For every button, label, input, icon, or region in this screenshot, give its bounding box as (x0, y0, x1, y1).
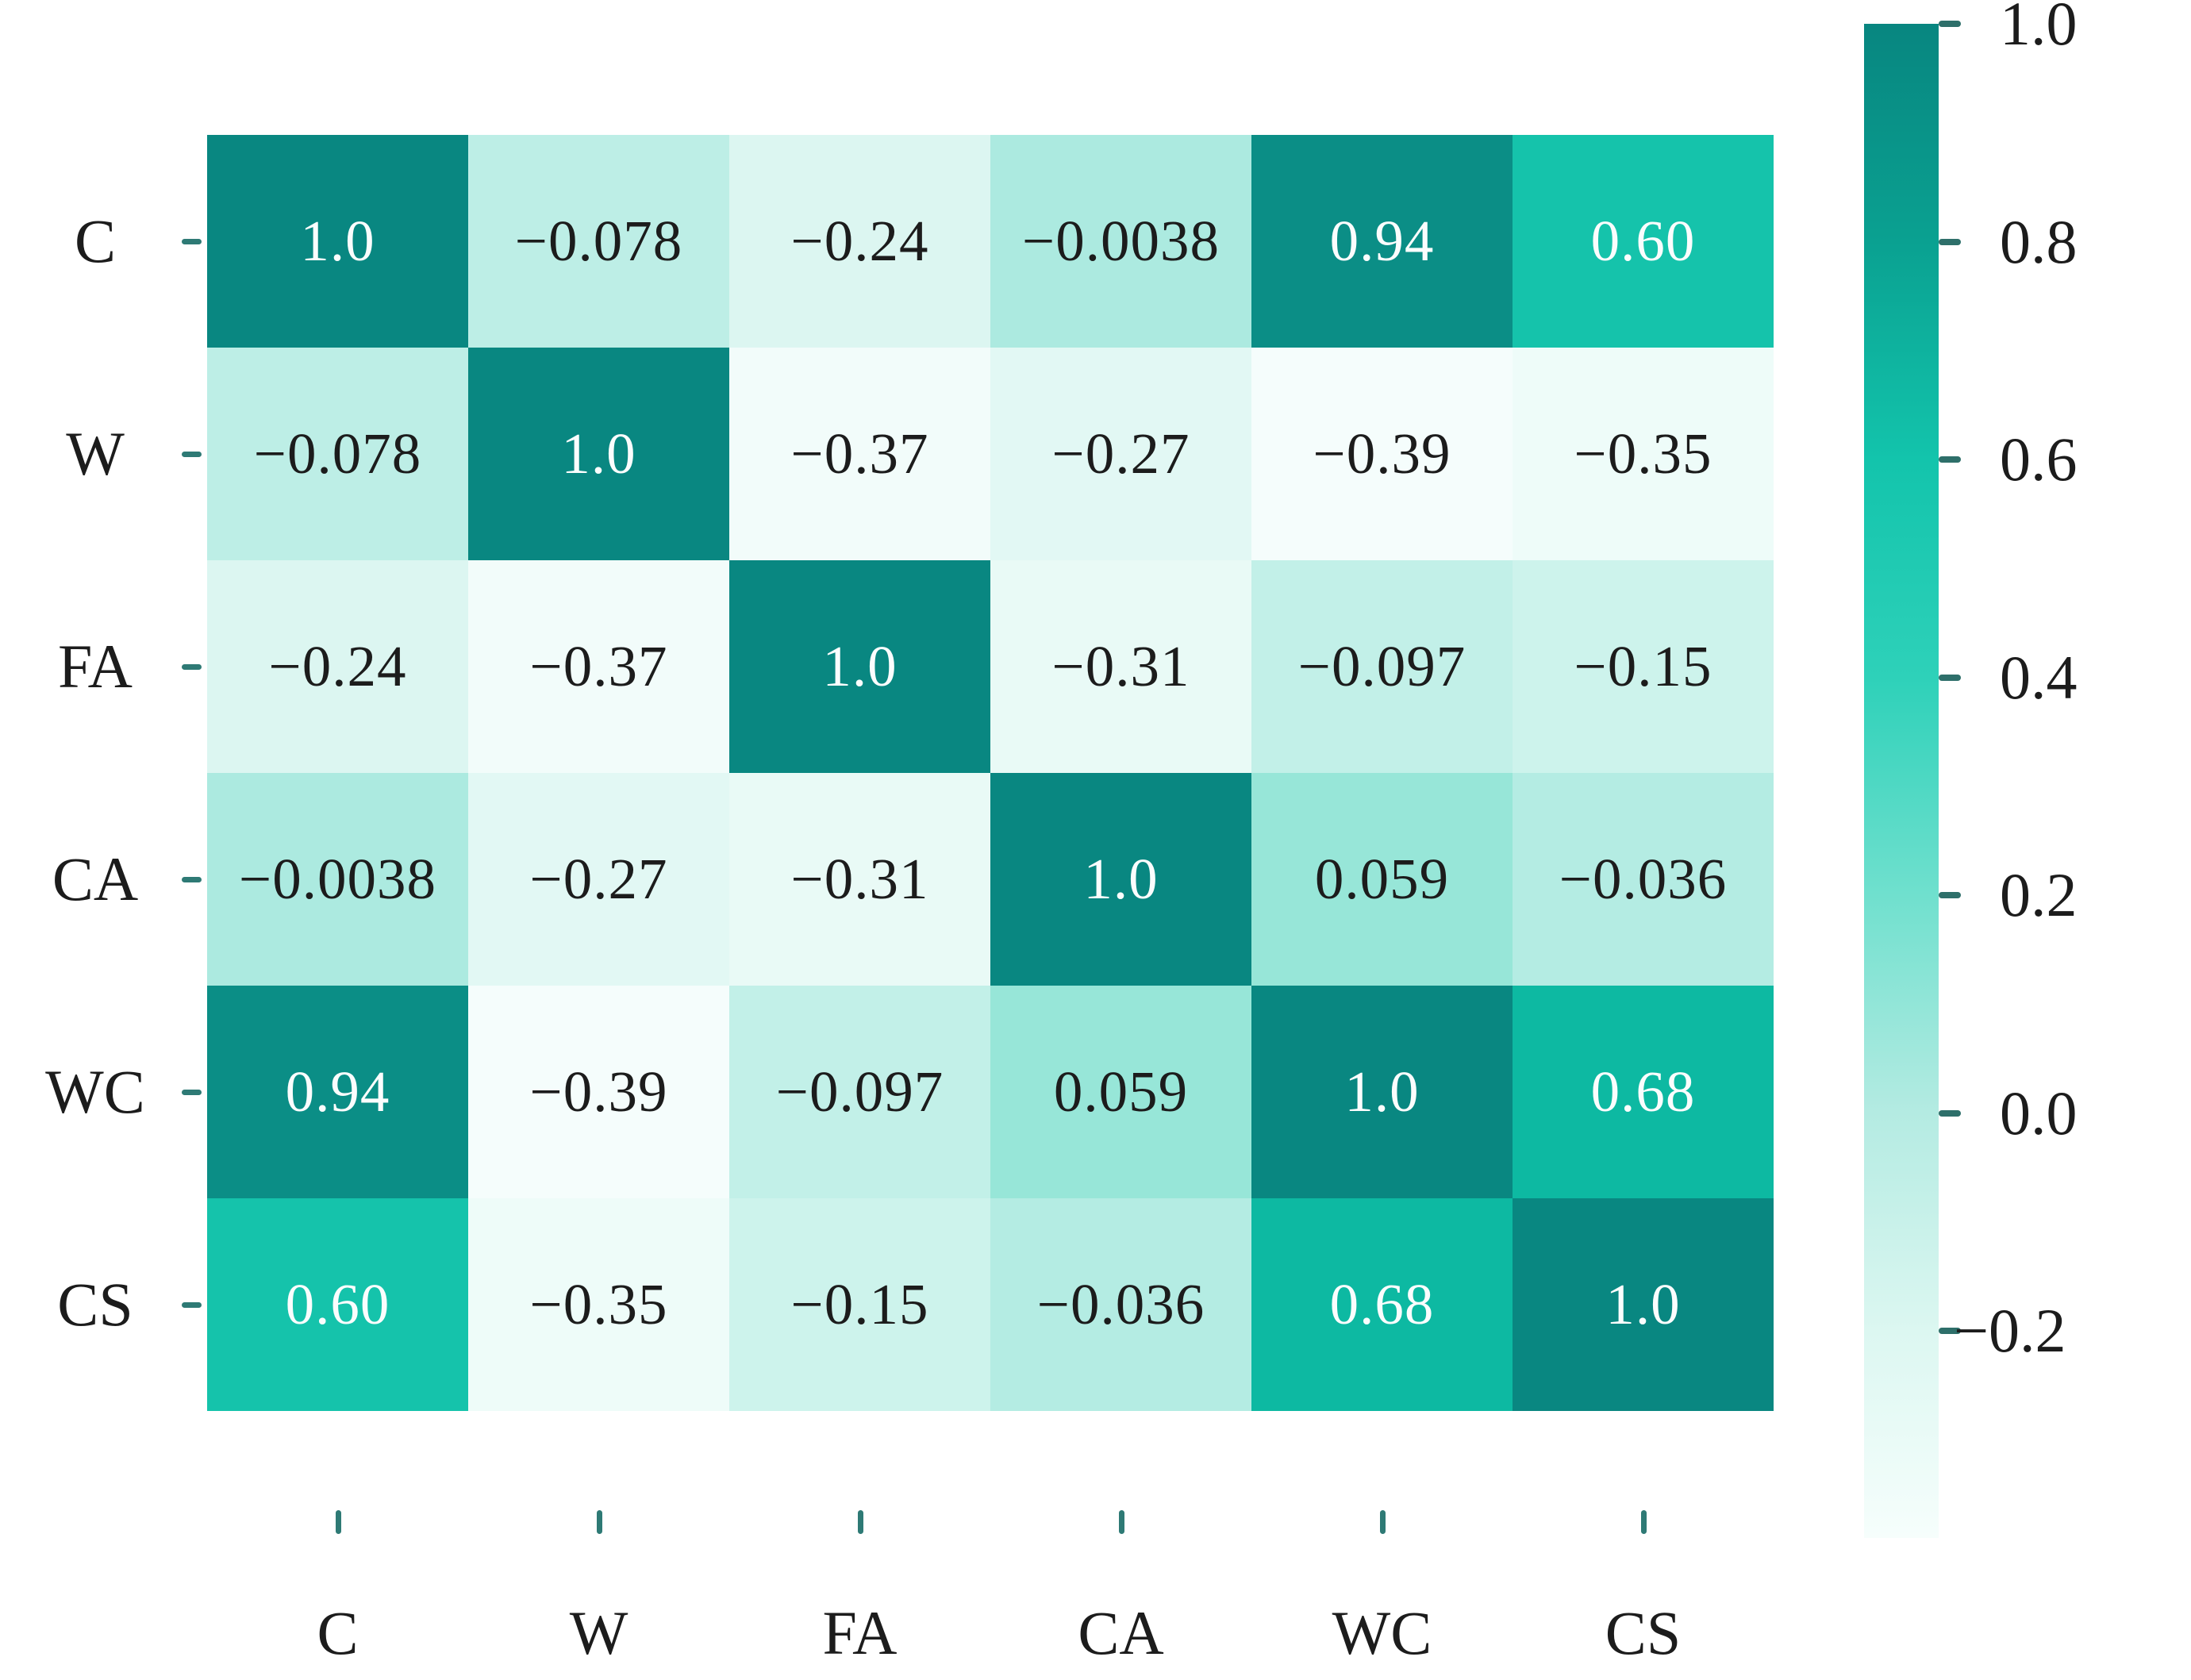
heatmap-cell-C-CA: −0.0038 (990, 135, 1251, 348)
heatmap-cell-C-W: −0.078 (468, 135, 729, 348)
colorbar-label-0.2: 0.2 (2000, 860, 2078, 930)
colorbar-tick-0.2 (1939, 892, 1961, 899)
x-axis-label-CS: CS (1605, 1597, 1682, 1667)
heatmap-cell-WC-WC: 1.0 (1251, 986, 1513, 1198)
y-tick-CA (182, 877, 202, 882)
x-axis-label-W: W (569, 1597, 628, 1667)
y-tick-W (182, 452, 202, 457)
x-tick-W (596, 1510, 602, 1534)
colorbar-tick-0.4 (1939, 674, 1961, 681)
colorbar-tick-−0.2 (1939, 1328, 1961, 1335)
y-axis-label-WC: WC (45, 1057, 145, 1126)
heatmap-cell-C-FA: −0.24 (729, 135, 990, 348)
heatmap-cell-W-CS: −0.35 (1513, 348, 1774, 560)
colorbar-gradient (1864, 24, 1939, 1538)
colorbar-tick-0.0 (1939, 1109, 1961, 1117)
heatmap-cell-WC-FA: −0.097 (729, 986, 990, 1198)
colorbar-label-0.8: 0.8 (2000, 206, 2078, 276)
heatmap-cell-W-C: −0.078 (207, 348, 468, 560)
heatmap-cell-WC-CA: 0.059 (990, 986, 1251, 1198)
heatmap-cell-C-CS: 0.60 (1513, 135, 1774, 348)
y-tick-FA (182, 664, 202, 670)
y-axis-label-FA: FA (58, 632, 133, 701)
x-axis-label-WC: WC (1332, 1597, 1432, 1667)
heatmap-cell-FA-FA: 1.0 (729, 560, 990, 773)
heatmap-cell-WC-W: −0.39 (468, 986, 729, 1198)
y-tick-CS (182, 1302, 202, 1308)
heatmap-cell-CS-CS: 1.0 (1513, 1198, 1774, 1411)
heatmap-cell-CA-CA: 1.0 (990, 773, 1251, 986)
heatmap-cell-CS-W: −0.35 (468, 1198, 729, 1411)
colorbar-label-1.0: 1.0 (2000, 0, 2078, 58)
x-axis-label-CA: CA (1078, 1597, 1164, 1667)
heatmap-cell-FA-CA: −0.31 (990, 560, 1251, 773)
colorbar-label-0.0: 0.0 (2000, 1078, 2078, 1148)
heatmap-cell-CA-CS: −0.036 (1513, 773, 1774, 986)
colorbar-label-0.4: 0.4 (2000, 642, 2078, 712)
colorbar-tick-0.6 (1939, 456, 1961, 463)
heatmap-cell-CS-CA: −0.036 (990, 1198, 1251, 1411)
heatmap-cell-CS-WC: 0.68 (1251, 1198, 1513, 1411)
x-axis-label-FA: FA (822, 1597, 898, 1667)
x-tick-C (335, 1510, 341, 1534)
heatmap-cell-CA-WC: 0.059 (1251, 773, 1513, 986)
colorbar-label-0.6: 0.6 (2000, 425, 2078, 494)
x-tick-WC (1379, 1510, 1386, 1534)
x-tick-FA (857, 1510, 863, 1534)
heatmap-cell-FA-CS: −0.15 (1513, 560, 1774, 773)
heatmap-cell-CS-FA: −0.15 (729, 1198, 990, 1411)
heatmap-cell-W-FA: −0.37 (729, 348, 990, 560)
heatmap-cell-FA-W: −0.37 (468, 560, 729, 773)
heatmap-cell-FA-C: −0.24 (207, 560, 468, 773)
heatmap-cell-WC-CS: 0.68 (1513, 986, 1774, 1198)
y-tick-C (182, 239, 202, 244)
heatmap-cell-W-WC: −0.39 (1251, 348, 1513, 560)
heatmap-cell-C-C: 1.0 (207, 135, 468, 348)
heatmap-cell-CA-C: −0.0038 (207, 773, 468, 986)
heatmap-cell-FA-WC: −0.097 (1251, 560, 1513, 773)
heatmap-cell-CS-C: 0.60 (207, 1198, 468, 1411)
x-axis-label-C: C (317, 1597, 359, 1667)
heatmap-cell-W-W: 1.0 (468, 348, 729, 560)
heatmap-cell-CA-FA: −0.31 (729, 773, 990, 986)
heatmap-cell-CA-W: −0.27 (468, 773, 729, 986)
y-axis-label-CS: CS (57, 1270, 133, 1339)
heatmap-cell-C-WC: 0.94 (1251, 135, 1513, 348)
colorbar-label-−0.2: −0.2 (1954, 1296, 2066, 1366)
heatmap-cell-WC-C: 0.94 (207, 986, 468, 1198)
x-tick-CS (1640, 1510, 1647, 1534)
y-axis-label-W: W (66, 419, 125, 488)
y-axis-label-C: C (74, 206, 117, 275)
colorbar-tick-0.8 (1939, 238, 1961, 245)
x-tick-CA (1118, 1510, 1124, 1534)
y-tick-WC (182, 1090, 202, 1095)
colorbar-tick-1.0 (1939, 21, 1961, 27)
y-axis-label-CA: CA (52, 844, 139, 913)
heatmap-cell-W-CA: −0.27 (990, 348, 1251, 560)
